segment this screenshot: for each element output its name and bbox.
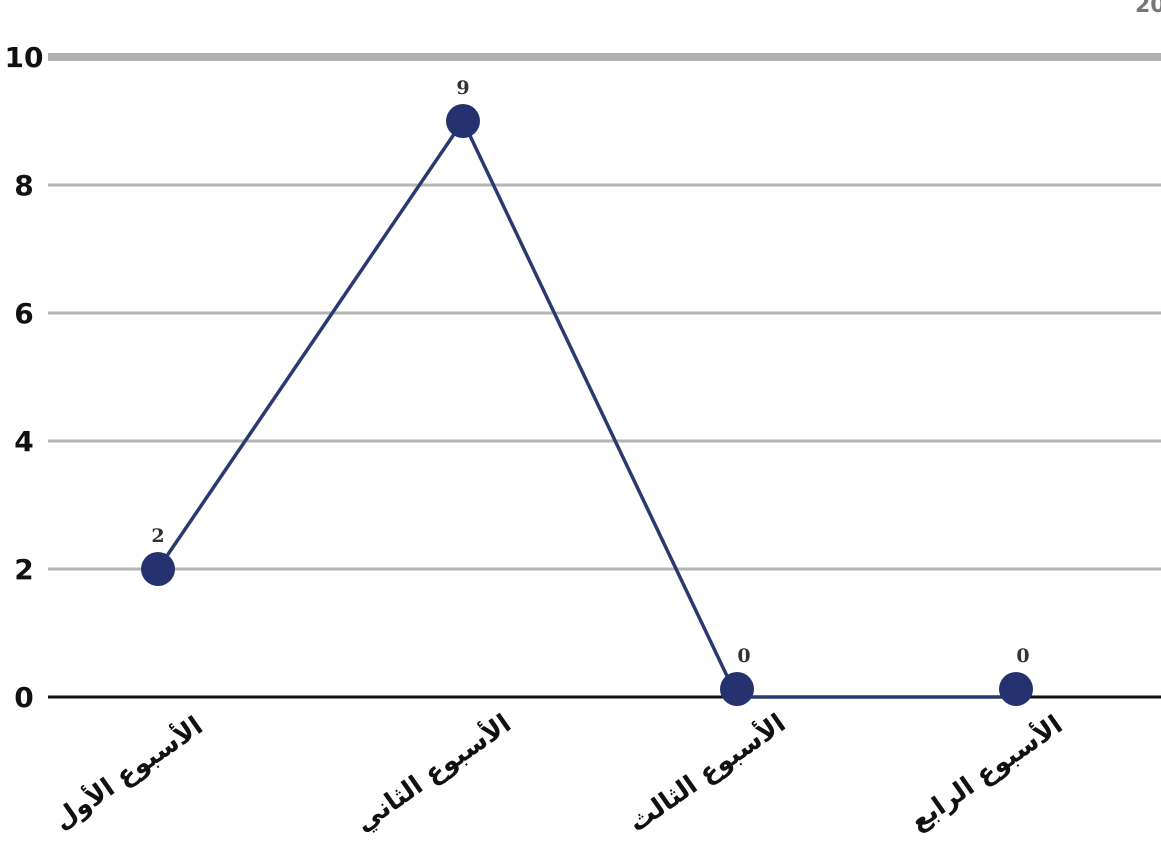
x-axis-ticks: الأسبوع الأول الأسبوع الثاني الأسبوع الثال… <box>47 707 1068 839</box>
y-tick-label: 6 <box>14 297 33 330</box>
data-label: 0 <box>737 645 750 667</box>
data-label: 2 <box>151 525 164 547</box>
series-polyline <box>156 119 1016 699</box>
series-markers <box>141 104 1033 706</box>
data-point-marker <box>141 552 175 586</box>
data-label: 9 <box>456 77 469 99</box>
data-point-marker <box>720 672 754 706</box>
y-tick-label: 10 <box>5 41 44 74</box>
series-line <box>156 119 1016 699</box>
x-tick-label: الأسبوع الثالث <box>622 707 791 839</box>
x-tick-label: الأسبوع الرابع <box>903 708 1068 837</box>
corner-caption: أبريل 2021 <box>1135 0 1161 18</box>
data-point-marker <box>999 672 1033 706</box>
y-tick-label: 2 <box>14 553 33 586</box>
y-tick-label: 0 <box>14 681 33 714</box>
data-label: 0 <box>1016 645 1029 667</box>
data-point-marker <box>446 104 480 138</box>
y-tick-label: 4 <box>14 425 33 458</box>
y-axis-ticks: 0 2 4 6 8 10 <box>5 41 44 714</box>
y-tick-label: 8 <box>14 169 33 202</box>
x-tick-label: الأسبوع الثاني <box>349 707 517 838</box>
gridlines <box>48 53 1161 699</box>
x-tick-label: الأسبوع الأول <box>47 709 208 835</box>
data-labels: 2 9 0 0 <box>151 77 1029 667</box>
